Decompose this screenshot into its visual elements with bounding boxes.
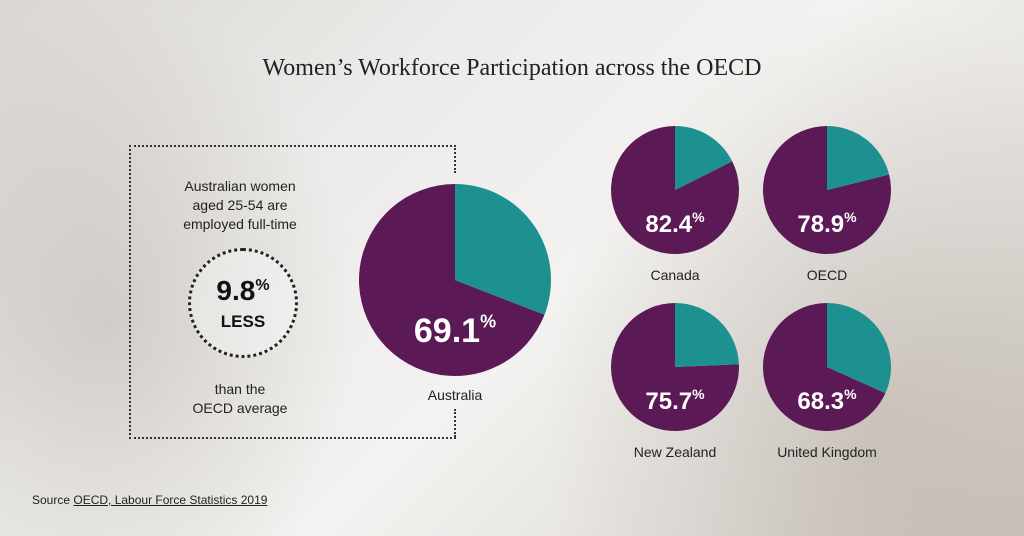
pie-value-label-canada: 82.4% [645, 209, 705, 238]
callout-outro-line1: than the [214, 381, 266, 397]
pie-slice-remainder-oecd [827, 126, 890, 190]
source-link[interactable]: OECD, Labour Force Statistics 2019 [73, 493, 268, 507]
pie-new-zealand: 75.7% New Zealand [611, 303, 740, 460]
pie-australia: 69.1% Australia [359, 184, 552, 403]
source-prefix: Source [32, 493, 74, 507]
callout-box-tick-bottom [452, 409, 456, 437]
callout-intro-line1: Australian women [184, 178, 296, 194]
pie-slice-remainder-united-kingdom [827, 303, 891, 394]
pie-oecd: 78.9% OECD [763, 126, 892, 283]
callout-box [129, 145, 456, 439]
pie-value-label-oecd: 78.9% [797, 209, 857, 238]
callout-intro: Australian women aged 25-54 are employed… [150, 177, 330, 234]
pie-slice-remainder-new-zealand [675, 303, 739, 367]
pie-value-label-australia: 69.1% [414, 312, 496, 350]
callout-value: 9.8% [188, 275, 298, 307]
pie-category-label-oecd: OECD [807, 267, 847, 283]
pie-united-kingdom: 68.3% United Kingdom [762, 303, 891, 460]
pie-category-label-canada: Canada [650, 267, 699, 283]
callout-intro-line3: employed full-time [183, 216, 297, 232]
pie-value-label-united-kingdom: 68.3% [797, 386, 857, 415]
callout-value-number: 9.8 [216, 275, 256, 306]
pie-slice-remainder-australia [455, 184, 552, 315]
callout-outro-line2: OECD average [192, 400, 288, 416]
pie-category-label-australia: Australia [428, 387, 483, 403]
pie-canada: 82.4% Canada [611, 126, 740, 283]
source-note: Source OECD, Labour Force Statistics 201… [32, 493, 267, 507]
pie-category-label-new-zealand: New Zealand [634, 444, 717, 460]
callout-value-unit: % [255, 277, 270, 294]
callout-circle [188, 248, 298, 358]
callout-value-sub: LESS [220, 312, 266, 331]
background-blur-right [540, 0, 1024, 536]
pie-slice-value-australia [359, 184, 545, 377]
callout-box-tick-top [452, 145, 456, 173]
chart-title: Women’s Workforce Participation across t… [262, 55, 762, 81]
pie-slice-value-united-kingdom [762, 303, 886, 431]
pie-slice-value-new-zealand [611, 303, 740, 431]
callout-outro: than the OECD average [150, 380, 330, 418]
pie-category-label-united-kingdom: United Kingdom [777, 444, 877, 460]
pie-slice-value-canada [611, 126, 740, 254]
background-blur-left [0, 0, 360, 536]
pie-value-label-new-zealand: 75.7% [645, 386, 705, 415]
callout-intro-line2: aged 25-54 are [192, 197, 288, 213]
pie-slice-remainder-canada [675, 126, 733, 190]
pie-slice-value-oecd [763, 126, 892, 255]
